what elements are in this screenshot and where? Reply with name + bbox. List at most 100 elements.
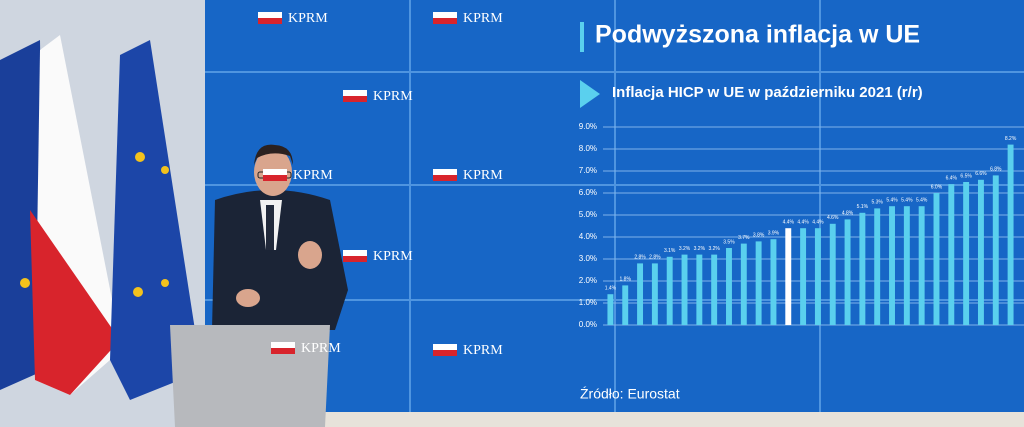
y-tick-label: 0.0% (579, 320, 597, 329)
value-label: 4.4% (783, 220, 795, 226)
value-label: 4.6% (827, 215, 839, 221)
value-label: 6.8% (990, 167, 1002, 173)
bar (874, 208, 881, 325)
eu-flag (110, 40, 195, 400)
logo-flag-red (258, 18, 282, 24)
value-label: 3.9% (768, 231, 780, 237)
logo-flag-red (433, 175, 457, 181)
logo-text: KPRM (288, 11, 328, 26)
y-tick-label: 9.0% (579, 122, 597, 131)
hand (298, 241, 322, 269)
value-label: 4.4% (812, 220, 824, 226)
bar (637, 263, 644, 325)
logo-flag-red (433, 350, 457, 356)
bar (948, 184, 955, 325)
value-label: 1.4% (605, 286, 617, 292)
logo-flag-white (271, 342, 295, 348)
y-tick-label: 7.0% (579, 166, 597, 175)
logo-flag-white (433, 344, 457, 350)
bar (651, 263, 658, 325)
bar (903, 206, 910, 325)
hair (254, 144, 293, 165)
y-tick-label: 5.0% (579, 210, 597, 219)
bar (963, 182, 970, 325)
bar (726, 248, 732, 325)
y-tick-label: 4.0% (579, 232, 597, 241)
bar (666, 256, 673, 325)
y-tick-label: 8.0% (579, 144, 597, 153)
logo-flag-red (343, 256, 367, 262)
value-label: 3.2% (708, 246, 720, 252)
y-tick-label: 6.0% (579, 188, 597, 197)
bar (977, 179, 984, 325)
value-label: 6.0% (931, 184, 943, 190)
logo-flag-white (343, 250, 367, 256)
heading-accent (580, 22, 584, 52)
logo-text: KPRM (463, 168, 503, 183)
bar (770, 239, 777, 325)
logo-flag-white (258, 12, 282, 18)
bar (696, 254, 703, 325)
value-label: 3.1% (664, 248, 676, 254)
value-label: 4.8% (842, 211, 854, 217)
value-label: 6.6% (975, 171, 987, 177)
bar (829, 223, 836, 325)
value-label: 3.2% (679, 246, 691, 252)
value-label: 5.4% (901, 198, 913, 204)
logo-text: KPRM (373, 89, 413, 104)
logo-text: KPRM (463, 343, 503, 358)
tie (266, 205, 274, 250)
logo-text: KPRM (463, 11, 503, 26)
title-arrow (580, 80, 600, 108)
bar (800, 228, 807, 325)
logo-flag-white (433, 12, 457, 18)
bar (844, 219, 851, 325)
value-label: 3.5% (723, 239, 735, 245)
screen-heading: Podwyższona inflacja w UE (595, 21, 920, 49)
bar (889, 206, 895, 325)
value-label: 1.8% (620, 277, 632, 283)
bar (711, 254, 718, 325)
value-label: 5.4% (916, 198, 928, 204)
logo-flag-red (271, 348, 295, 354)
value-label: 5.1% (857, 204, 869, 210)
logo-text: KPRM (293, 168, 333, 183)
pl-flag-red (30, 210, 120, 395)
logo-text: KPRM (373, 249, 413, 264)
logo-flag-red (263, 175, 287, 181)
value-label: 3.7% (738, 235, 750, 241)
logo-flag-red (433, 18, 457, 24)
value-label: 2.8% (634, 255, 646, 261)
bar (740, 243, 747, 325)
value-label: 4.4% (797, 220, 809, 226)
value-label: 2.8% (649, 255, 661, 261)
value-label: 5.4% (886, 198, 898, 204)
bar (918, 206, 925, 325)
logo-flag-red (343, 96, 367, 102)
chart-title: Inflacja HICP w UE w październiku 2021 (… (612, 84, 923, 101)
logo-flag-white (263, 169, 287, 175)
bar (933, 193, 940, 325)
value-label: 3.8% (753, 233, 765, 239)
screen-tiles (205, 0, 1024, 415)
logo-text: KPRM (301, 341, 341, 356)
value-label: 8.2% (1005, 136, 1017, 142)
y-tick-label: 2.0% (579, 276, 597, 285)
logo-flag-white (433, 169, 457, 175)
logo-flag-white (343, 90, 367, 96)
bar (607, 294, 614, 325)
floor (205, 412, 1024, 427)
source: Źródło: Eurostat (580, 386, 680, 402)
value-label: 6.5% (960, 173, 972, 179)
bar (755, 241, 762, 325)
value-label: 6.4% (946, 176, 958, 182)
hand (236, 289, 260, 307)
bar (1007, 144, 1014, 325)
y-tick-label: 3.0% (579, 254, 597, 263)
flag-stars (20, 152, 169, 297)
bar (814, 228, 821, 325)
bar (992, 175, 999, 325)
bar (681, 254, 688, 325)
value-label: 3.2% (694, 246, 706, 252)
